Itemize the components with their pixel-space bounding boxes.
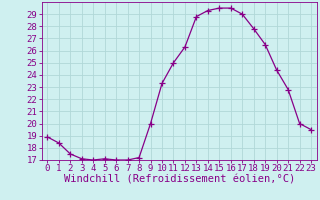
X-axis label: Windchill (Refroidissement éolien,°C): Windchill (Refroidissement éolien,°C) — [64, 175, 295, 185]
